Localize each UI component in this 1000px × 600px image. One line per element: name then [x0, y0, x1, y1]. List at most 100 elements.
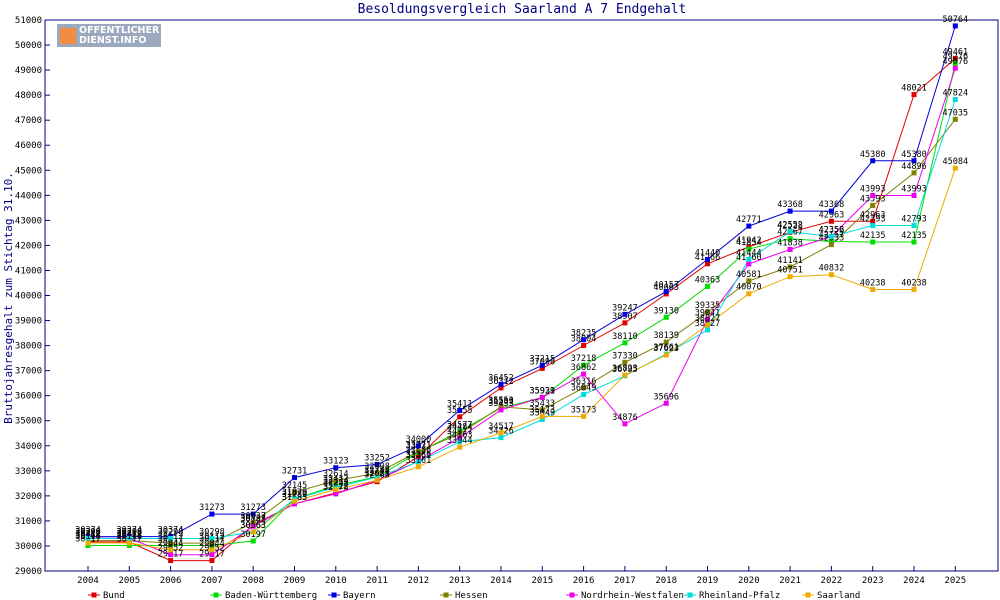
data-point — [457, 444, 463, 450]
data-point — [539, 365, 545, 371]
y-tick-label: 41000 — [15, 266, 42, 276]
data-label: 45084 — [943, 157, 969, 167]
data-label: 38235 — [571, 329, 597, 339]
legend-label: Nordrhein-Westfalen — [581, 591, 684, 600]
data-label: 39335 — [695, 301, 721, 311]
data-point — [746, 291, 752, 297]
data-point — [250, 529, 256, 535]
data-label: 34876 — [612, 413, 638, 423]
y-tick-label: 47000 — [15, 116, 42, 126]
data-point — [457, 439, 463, 445]
data-label: 35931 — [530, 386, 556, 396]
data-label: 40832 — [819, 264, 845, 274]
x-tick-label: 2014 — [490, 576, 512, 586]
x-tick-label: 2021 — [779, 576, 801, 586]
data-point — [209, 511, 215, 517]
data-label: 43993 — [860, 184, 886, 194]
data-point — [333, 477, 339, 483]
data-point — [539, 407, 545, 413]
data-label: 36795 — [612, 365, 638, 375]
data-label: 40070 — [736, 283, 762, 293]
data-label: 42963 — [860, 210, 886, 220]
data-point — [333, 487, 339, 493]
data-point — [126, 535, 132, 541]
x-tick-label: 2017 — [614, 576, 636, 586]
data-label: 38139 — [653, 331, 679, 341]
data-label: 42793 — [901, 215, 927, 225]
data-point — [622, 340, 628, 346]
x-tick-label: 2012 — [408, 576, 430, 586]
data-label: 41854 — [736, 238, 762, 248]
series-layer: 3016330163294172941730837316833212232565… — [75, 15, 969, 564]
data-label: 35173 — [571, 405, 597, 415]
data-point — [168, 535, 174, 541]
data-label: 29844 — [158, 539, 184, 549]
x-tick-label: 2020 — [738, 576, 760, 586]
data-point — [539, 394, 545, 400]
data-point — [415, 454, 421, 460]
data-point — [374, 470, 380, 476]
data-point — [581, 413, 587, 419]
y-tick-label: 43000 — [15, 216, 42, 226]
series-line-6 — [88, 168, 956, 551]
data-label: 33386 — [406, 450, 432, 460]
data-point — [498, 404, 504, 410]
data-point — [787, 274, 793, 280]
data-point — [581, 391, 587, 397]
data-point — [952, 56, 958, 62]
data-point — [498, 381, 504, 387]
data-point — [498, 430, 504, 436]
legend-label: Hessen — [455, 591, 488, 600]
y-tick-label: 51000 — [15, 16, 42, 26]
data-point — [292, 475, 297, 481]
y-tick-label: 36000 — [15, 392, 42, 402]
x-tick-label: 2019 — [697, 576, 719, 586]
data-label: 31789 — [282, 490, 308, 500]
data-label: 30374 — [117, 526, 143, 536]
data-point — [952, 97, 958, 103]
data-label: 34517 — [488, 422, 514, 432]
series-line-2 — [88, 25, 956, 538]
data-label: 30116 — [117, 532, 143, 542]
data-label: 41942 — [736, 236, 762, 246]
data-label: 33123 — [323, 457, 349, 467]
data-point — [622, 320, 628, 326]
data-label: 41838 — [777, 238, 803, 248]
data-point — [581, 342, 587, 348]
x-tick-label: 2025 — [944, 576, 966, 586]
data-point — [581, 371, 587, 377]
data-point — [870, 239, 876, 245]
data-label: 43368 — [819, 200, 845, 210]
data-point — [457, 414, 463, 420]
data-point — [374, 462, 380, 468]
data-label: 35553 — [488, 396, 514, 406]
legend-label: Baden-Württemberg — [225, 591, 317, 600]
data-label: 30116 — [75, 532, 101, 542]
data-label: 34317 — [447, 427, 473, 437]
data-label: 38827 — [695, 314, 721, 324]
data-label: 31273 — [240, 503, 266, 513]
data-label: 30212 — [75, 530, 101, 540]
data-label: 36316 — [571, 377, 597, 387]
data-label: 34484 — [447, 423, 473, 433]
y-tick-label: 33000 — [15, 467, 42, 477]
data-label: 37215 — [530, 354, 556, 364]
legend-marker — [687, 592, 693, 598]
data-label: 49461 — [943, 48, 969, 58]
logo: OFFENTLICHER DIENST.INFO — [57, 24, 161, 47]
data-label: 38110 — [612, 332, 638, 342]
data-point — [581, 362, 587, 368]
data-point — [870, 287, 876, 293]
data-point — [705, 309, 710, 315]
x-tick-label: 2007 — [201, 576, 223, 586]
data-point — [911, 287, 917, 293]
series-line-1 — [88, 63, 956, 546]
data-point — [622, 421, 628, 427]
data-label: 32628 — [364, 469, 390, 479]
data-label: 40157 — [653, 281, 679, 291]
data-point — [85, 540, 91, 546]
y-tick-label: 32000 — [15, 492, 42, 502]
data-point — [126, 540, 132, 546]
data-label: 30197 — [240, 530, 266, 540]
